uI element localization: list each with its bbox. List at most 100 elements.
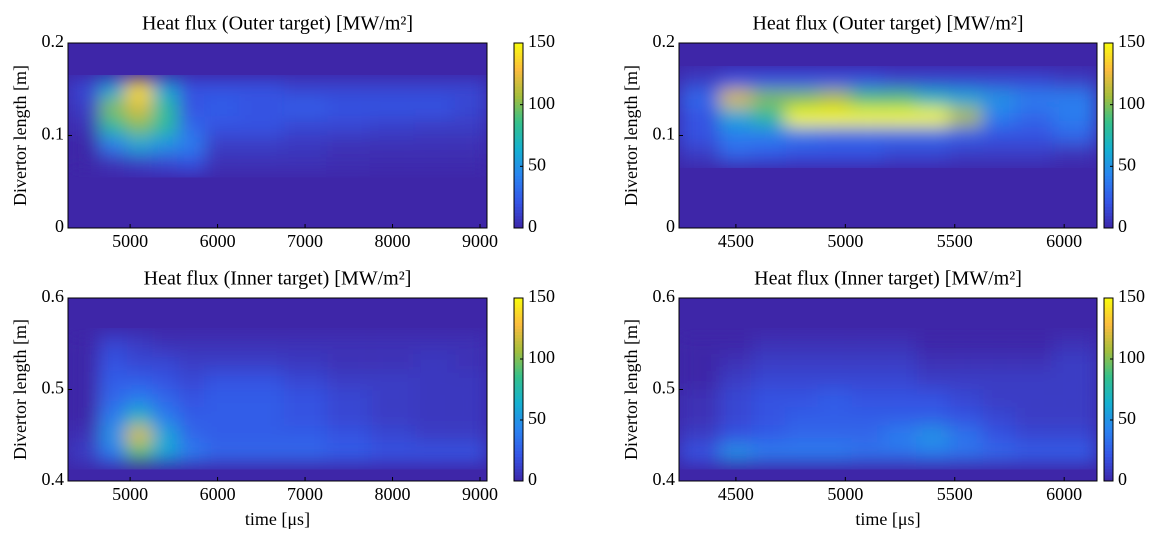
- colorbar-swatch: [1104, 169, 1113, 173]
- colorbar-swatch: [514, 191, 523, 195]
- colorbar-swatch: [514, 465, 523, 470]
- colorbar-swatch: [1104, 359, 1113, 363]
- heatmap-cell: [1053, 352, 1097, 372]
- colorbar-swatch: [514, 355, 523, 360]
- colorbar-swatch: [1104, 349, 1113, 354]
- heatmap-cell: [679, 426, 720, 445]
- colorbar-swatch: [1104, 113, 1113, 118]
- heatmap-cell: [125, 80, 152, 99]
- colorbar-swatch: [1104, 147, 1113, 152]
- heatmap-cell: [370, 117, 415, 136]
- colorbar-swatch: [514, 468, 523, 473]
- heatmap-cell: [1014, 144, 1054, 164]
- heatmap-cell: [68, 352, 100, 372]
- colorbar-swatch: [514, 129, 523, 133]
- heatmap-cell: [752, 334, 786, 353]
- heatmap-cell: [817, 371, 851, 390]
- heatmap-cell: [99, 352, 126, 372]
- colorbar-swatch: [1104, 43, 1113, 47]
- heatmap-cell: [752, 89, 786, 108]
- colorbar-swatch: [1104, 456, 1113, 461]
- y-tick-label: 0.5: [653, 378, 676, 398]
- colorbar-swatch: [514, 386, 523, 390]
- colorbar-swatch: [1104, 55, 1113, 59]
- colorbar-swatch: [514, 64, 523, 69]
- heatmap-cell: [916, 352, 950, 372]
- heatmap-cell: [204, 80, 240, 99]
- heatmap-cell: [239, 154, 284, 173]
- heatmap-cell: [883, 389, 917, 408]
- heatmap-cell: [850, 70, 884, 90]
- heatmap-cell: [883, 426, 917, 445]
- colorbar-swatch: [1104, 141, 1113, 146]
- heatmap-cell: [68, 371, 100, 390]
- colorbar-swatch: [514, 117, 523, 121]
- colorbar-frame: [513, 297, 524, 482]
- heatmap-cell: [68, 334, 100, 353]
- heatmap-cell: [414, 334, 454, 353]
- heatmap-cell: [414, 154, 454, 173]
- y-axis-label: Divertor length [m]: [10, 319, 30, 460]
- heatmap-cell: [178, 334, 205, 353]
- colorbar-swatch: [1104, 346, 1113, 351]
- heatmap-cell: [151, 444, 179, 463]
- heatmap-cell: [68, 154, 100, 173]
- heatmap-cell: [982, 371, 1015, 390]
- colorbar-swatch: [514, 92, 523, 96]
- heatmap-cell: [370, 135, 415, 154]
- colorbar-swatch: [514, 43, 523, 47]
- colorbar-swatch: [1104, 337, 1113, 342]
- x-tick-label: 7000: [287, 231, 323, 251]
- heatmap-cell: [326, 371, 371, 390]
- heatmap-cell: [850, 352, 884, 372]
- colorbar-swatch: [514, 426, 523, 430]
- heatmap-cell: [326, 426, 371, 445]
- heatmap-cell: [239, 371, 284, 390]
- heatmap-cell: [239, 80, 284, 99]
- colorbar-swatch: [514, 407, 523, 412]
- heatmap-cell: [916, 126, 950, 145]
- heatmap-cell: [414, 117, 454, 136]
- heatmap-cell: [817, 89, 851, 108]
- colorbar-swatch: [514, 206, 523, 210]
- heatmap-cell: [151, 389, 179, 408]
- y-axis-label: Divertor length [m]: [10, 65, 30, 206]
- colorbar-swatch: [514, 67, 523, 72]
- colorbar-tick-label: 100: [528, 347, 555, 367]
- heatmap-cell: [1014, 70, 1054, 90]
- heatmap-cell: [125, 426, 152, 445]
- heatmap-body: [68, 334, 487, 463]
- heatmap-cell: [982, 334, 1015, 353]
- colorbar-swatch: [1104, 126, 1113, 130]
- colorbar-swatch: [1104, 474, 1113, 479]
- colorbar-swatch: [514, 172, 523, 177]
- heatmap-cell: [679, 70, 720, 90]
- heatmap-cell: [151, 117, 179, 136]
- colorbar-swatch: [1104, 352, 1113, 357]
- heatmap-cell: [679, 389, 720, 408]
- colorbar-swatch: [514, 46, 523, 50]
- heatmap-cell: [719, 107, 753, 127]
- heatmap-cell: [719, 444, 753, 463]
- heatmap-cell: [883, 371, 917, 390]
- colorbar-swatch: [514, 126, 523, 130]
- colorbar-swatch: [514, 395, 523, 400]
- heatmap-cell: [982, 144, 1015, 164]
- colorbar-swatch: [514, 334, 523, 339]
- heatmap-cells: [679, 70, 1097, 164]
- colorbar-swatch: [1104, 154, 1113, 158]
- colorbar-swatch: [1104, 420, 1113, 424]
- heatmap-cell: [453, 352, 487, 372]
- heatmap-cell: [283, 426, 327, 445]
- heatmap-cell: [239, 352, 284, 372]
- colorbar-swatch: [1104, 73, 1113, 78]
- colorbar-swatch: [514, 316, 523, 320]
- heatmap-cell: [785, 426, 818, 445]
- colorbar-swatch: [1104, 319, 1113, 323]
- heatmap-cell: [125, 98, 152, 117]
- colorbar-swatch: [514, 141, 523, 146]
- colorbar-swatch: [514, 147, 523, 152]
- heatmap-cell: [204, 135, 240, 154]
- colorbar-swatch: [514, 383, 523, 387]
- chart-title: Heat flux (Outer target) [MW/m²]: [142, 13, 413, 35]
